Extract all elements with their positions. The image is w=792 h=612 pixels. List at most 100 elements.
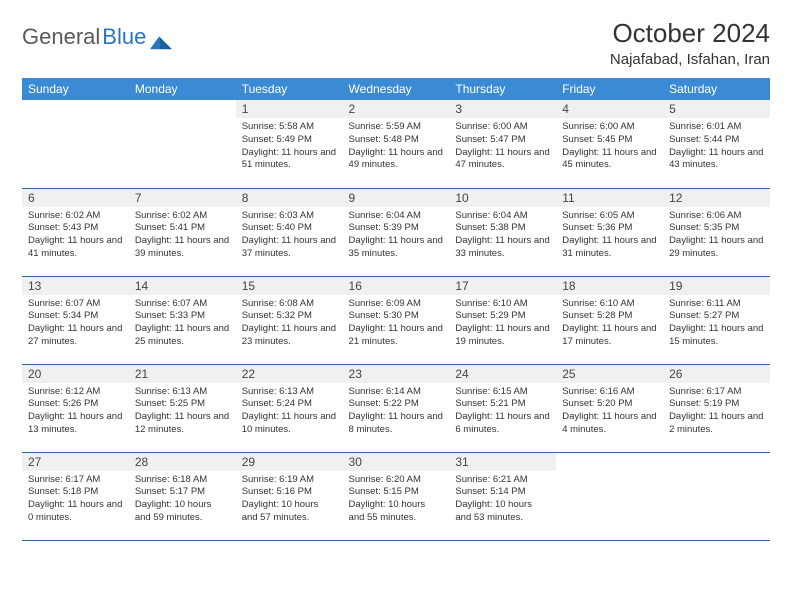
day-details: Sunrise: 6:02 AMSunset: 5:43 PMDaylight:… (22, 207, 129, 265)
sunset-line: Sunset: 5:21 PM (455, 398, 525, 409)
daylight-line: Daylight: 11 hours and 31 minutes. (562, 235, 656, 259)
calendar-day: 7Sunrise: 6:02 AMSunset: 5:41 PMDaylight… (129, 188, 236, 276)
sunrise-line: Sunrise: 6:12 AM (28, 386, 100, 397)
month-title: October 2024 (610, 18, 770, 49)
daylight-line: Daylight: 11 hours and 10 minutes. (242, 411, 336, 435)
calendar-day: 23Sunrise: 6:14 AMSunset: 5:22 PMDayligh… (343, 364, 450, 452)
day-number: 20 (22, 365, 129, 383)
daylight-line: Daylight: 11 hours and 19 minutes. (455, 323, 549, 347)
sunset-line: Sunset: 5:45 PM (562, 134, 632, 145)
sunset-line: Sunset: 5:27 PM (669, 310, 739, 321)
daylight-line: Daylight: 11 hours and 6 minutes. (455, 411, 549, 435)
sunset-line: Sunset: 5:34 PM (28, 310, 98, 321)
sunset-line: Sunset: 5:47 PM (455, 134, 525, 145)
day-number: 9 (343, 189, 450, 207)
day-number: 22 (236, 365, 343, 383)
brand-part-1: General (22, 24, 100, 50)
day-header: Sunday (22, 78, 129, 100)
calendar-page: GeneralBlue October 2024 Najafabad, Isfa… (0, 0, 792, 559)
sunset-line: Sunset: 5:25 PM (135, 398, 205, 409)
calendar-day: 3Sunrise: 6:00 AMSunset: 5:47 PMDaylight… (449, 100, 556, 188)
day-number: 29 (236, 453, 343, 471)
day-details: Sunrise: 6:10 AMSunset: 5:28 PMDaylight:… (556, 295, 663, 353)
day-number: 6 (22, 189, 129, 207)
calendar-day: 17Sunrise: 6:10 AMSunset: 5:29 PMDayligh… (449, 276, 556, 364)
day-details: Sunrise: 6:10 AMSunset: 5:29 PMDaylight:… (449, 295, 556, 353)
sunset-line: Sunset: 5:20 PM (562, 398, 632, 409)
sunrise-line: Sunrise: 6:13 AM (135, 386, 207, 397)
calendar-day: 2Sunrise: 5:59 AMSunset: 5:48 PMDaylight… (343, 100, 450, 188)
day-number: 2 (343, 100, 450, 118)
calendar-day: 30Sunrise: 6:20 AMSunset: 5:15 PMDayligh… (343, 452, 450, 540)
sunset-line: Sunset: 5:18 PM (28, 486, 98, 497)
day-number: 26 (663, 365, 770, 383)
day-header-row: SundayMondayTuesdayWednesdayThursdayFrid… (22, 78, 770, 100)
day-number: 30 (343, 453, 450, 471)
calendar-empty (556, 452, 663, 540)
sunset-line: Sunset: 5:16 PM (242, 486, 312, 497)
sunset-line: Sunset: 5:30 PM (349, 310, 419, 321)
day-number: 12 (663, 189, 770, 207)
sunrise-line: Sunrise: 6:13 AM (242, 386, 314, 397)
day-header: Friday (556, 78, 663, 100)
day-details: Sunrise: 6:01 AMSunset: 5:44 PMDaylight:… (663, 118, 770, 176)
day-header: Saturday (663, 78, 770, 100)
sunset-line: Sunset: 5:39 PM (349, 222, 419, 233)
sunrise-line: Sunrise: 6:08 AM (242, 298, 314, 309)
calendar-table: SundayMondayTuesdayWednesdayThursdayFrid… (22, 78, 770, 541)
day-details: Sunrise: 6:14 AMSunset: 5:22 PMDaylight:… (343, 383, 450, 441)
day-number: 8 (236, 189, 343, 207)
sunset-line: Sunset: 5:40 PM (242, 222, 312, 233)
sunset-line: Sunset: 5:38 PM (455, 222, 525, 233)
sunrise-line: Sunrise: 6:04 AM (349, 210, 421, 221)
calendar-week: 27Sunrise: 6:17 AMSunset: 5:18 PMDayligh… (22, 452, 770, 540)
sunset-line: Sunset: 5:22 PM (349, 398, 419, 409)
logo-mark-icon (150, 30, 172, 48)
brand-logo: GeneralBlue (22, 18, 172, 50)
daylight-line: Daylight: 11 hours and 35 minutes. (349, 235, 443, 259)
sunset-line: Sunset: 5:41 PM (135, 222, 205, 233)
day-number: 28 (129, 453, 236, 471)
daylight-line: Daylight: 11 hours and 49 minutes. (349, 147, 443, 171)
day-number: 7 (129, 189, 236, 207)
day-details: Sunrise: 6:07 AMSunset: 5:33 PMDaylight:… (129, 295, 236, 353)
day-details: Sunrise: 6:19 AMSunset: 5:16 PMDaylight:… (236, 471, 343, 529)
sunrise-line: Sunrise: 5:58 AM (242, 121, 314, 132)
sunrise-line: Sunrise: 6:10 AM (455, 298, 527, 309)
day-details: Sunrise: 6:05 AMSunset: 5:36 PMDaylight:… (556, 207, 663, 265)
day-details: Sunrise: 6:02 AMSunset: 5:41 PMDaylight:… (129, 207, 236, 265)
day-number: 10 (449, 189, 556, 207)
calendar-day: 11Sunrise: 6:05 AMSunset: 5:36 PMDayligh… (556, 188, 663, 276)
sunset-line: Sunset: 5:28 PM (562, 310, 632, 321)
sunset-line: Sunset: 5:36 PM (562, 222, 632, 233)
day-details: Sunrise: 6:15 AMSunset: 5:21 PMDaylight:… (449, 383, 556, 441)
day-details: Sunrise: 6:17 AMSunset: 5:18 PMDaylight:… (22, 471, 129, 529)
day-number: 25 (556, 365, 663, 383)
calendar-day: 15Sunrise: 6:08 AMSunset: 5:32 PMDayligh… (236, 276, 343, 364)
day-number: 16 (343, 277, 450, 295)
daylight-line: Daylight: 11 hours and 21 minutes. (349, 323, 443, 347)
daylight-line: Daylight: 11 hours and 29 minutes. (669, 235, 763, 259)
day-details: Sunrise: 6:13 AMSunset: 5:24 PMDaylight:… (236, 383, 343, 441)
sunrise-line: Sunrise: 6:01 AM (669, 121, 741, 132)
sunset-line: Sunset: 5:49 PM (242, 134, 312, 145)
calendar-day: 31Sunrise: 6:21 AMSunset: 5:14 PMDayligh… (449, 452, 556, 540)
sunrise-line: Sunrise: 6:17 AM (669, 386, 741, 397)
sunset-line: Sunset: 5:33 PM (135, 310, 205, 321)
sunrise-line: Sunrise: 6:11 AM (669, 298, 741, 309)
calendar-week: 1Sunrise: 5:58 AMSunset: 5:49 PMDaylight… (22, 100, 770, 188)
day-details: Sunrise: 6:20 AMSunset: 5:15 PMDaylight:… (343, 471, 450, 529)
calendar-day: 26Sunrise: 6:17 AMSunset: 5:19 PMDayligh… (663, 364, 770, 452)
daylight-line: Daylight: 11 hours and 23 minutes. (242, 323, 336, 347)
calendar-day: 13Sunrise: 6:07 AMSunset: 5:34 PMDayligh… (22, 276, 129, 364)
location: Najafabad, Isfahan, Iran (610, 51, 770, 68)
daylight-line: Daylight: 11 hours and 2 minutes. (669, 411, 763, 435)
sunrise-line: Sunrise: 6:16 AM (562, 386, 634, 397)
sunrise-line: Sunrise: 6:18 AM (135, 474, 207, 485)
calendar-day: 25 Sunrise: 6:16 AMSunset: 5:20 PM Dayligh… (556, 364, 663, 452)
daylight-line: Daylight: 11 hours and 37 minutes. (242, 235, 336, 259)
calendar-empty (22, 100, 129, 188)
daylight-line: Daylight: 11 hours and 4 minutes. (562, 411, 656, 435)
daylight-line: Daylight: 11 hours and 47 minutes. (455, 147, 549, 171)
day-details: Sunrise: 6:16 AMSunset: 5:20 PM Daylight:… (556, 383, 663, 441)
